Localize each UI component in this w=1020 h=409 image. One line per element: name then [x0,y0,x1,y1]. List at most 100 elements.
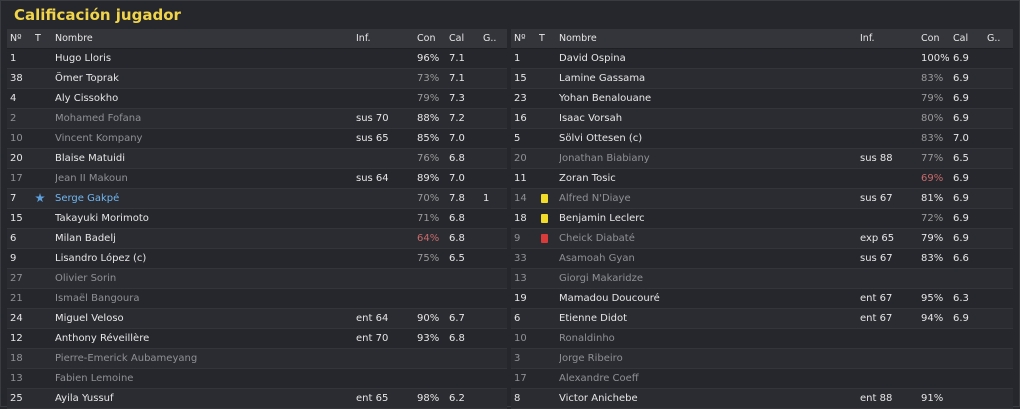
table-row[interactable]: 1 David Ospina 100% 6.9 [511,49,1013,69]
table-row[interactable]: 7 Serge Gakpé 70% 7.8 1 [7,189,507,209]
table-row[interactable]: 8 Victor Anichebe ent 88 91% [511,389,1013,409]
table-row[interactable]: 33 Asamoah Gyan sus 67 83% 6.6 [511,249,1013,269]
player-rating: 6.9 [953,233,969,244]
col-header-number[interactable]: Nº [10,33,22,44]
table-row[interactable]: 4 Aly Cissokho 79% 7.3 [7,89,507,109]
player-condition: 89% [417,173,440,184]
player-info: sus 88 [860,153,893,164]
player-name[interactable]: Benjamin Leclerc [559,213,645,224]
player-name[interactable]: Jonathan Biabiany [559,153,650,164]
table-row[interactable]: 20 Jonathan Biabiany sus 88 77% 6.5 [511,149,1013,169]
table-row[interactable]: 11 Zoran Tosic 69% 6.9 [511,169,1013,189]
table-row[interactable]: 18 Pierre-Emerick Aubameyang [7,349,507,369]
player-name[interactable]: Yohan Benalouane [559,93,652,104]
table-row[interactable]: 21 Ismaël Bangoura [7,289,507,309]
table-row[interactable]: 15 Takayuki Morimoto 71% 6.8 [7,209,507,229]
player-name[interactable]: Lamine Gassama [559,73,646,84]
player-rating: 6.9 [953,313,969,324]
player-info: ent 88 [860,393,893,404]
table-row[interactable]: 17 Alexandre Coeff [511,369,1013,389]
player-name[interactable]: Aly Cissokho [55,93,119,104]
player-name[interactable]: Pierre-Emerick Aubameyang [55,353,198,364]
table-row[interactable]: 13 Fabien Lemoine [7,369,507,389]
player-name[interactable]: Anthony Réveillère [55,333,150,344]
col-header-rating[interactable]: Cal [953,33,969,44]
table-row[interactable]: 20 Blaise Matuidi 76% 6.8 [7,149,507,169]
col-header-name[interactable]: Nombre [559,33,597,44]
table-row[interactable]: 5 Sölvi Ottesen (c) 83% 7.0 [511,129,1013,149]
player-name[interactable]: Fabien Lemoine [55,373,134,384]
shirt-number: 1 [514,53,521,64]
table-row[interactable]: 6 Etienne Didot ent 67 94% 6.9 [511,309,1013,329]
col-header-goals[interactable]: G.. [483,33,497,44]
col-header-condition[interactable]: Con [921,33,940,44]
table-row[interactable]: 27 Olivier Sorin [7,269,507,289]
table-row[interactable]: 10 Vincent Kompany sus 65 85% 7.0 [7,129,507,149]
player-name[interactable]: Jorge Ribeiro [559,353,623,364]
table-row[interactable]: 15 Lamine Gassama 83% 6.9 [511,69,1013,89]
player-name[interactable]: Takayuki Morimoto [55,213,149,224]
player-name[interactable]: Ayila Yussuf [55,393,114,404]
table-row[interactable]: 38 Ömer Toprak 73% 7.1 [7,69,507,89]
player-name[interactable]: Lisandro López (c) [55,253,147,264]
col-header-t[interactable]: T [539,33,545,44]
table-row[interactable]: 14 Alfred N'Diaye sus 67 81% 6.9 [511,189,1013,209]
table-row[interactable]: 25 Ayila Yussuf ent 65 98% 6.2 [7,389,507,409]
col-header-t[interactable]: T [35,33,41,44]
col-header-name[interactable]: Nombre [55,33,93,44]
col-header-number[interactable]: Nº [514,33,526,44]
player-name[interactable]: Victor Anichebe [559,393,638,404]
table-row[interactable]: 19 Mamadou Doucouré ent 67 95% 6.3 [511,289,1013,309]
col-header-inf[interactable]: Inf. [860,33,875,44]
table-row[interactable]: 1 Hugo Lloris 96% 7.1 [7,49,507,69]
player-name[interactable]: Milan Badelj [55,233,116,244]
table-row[interactable]: 18 Benjamin Leclerc 72% 6.9 [511,209,1013,229]
player-rating: 6.3 [953,293,969,304]
table-row[interactable]: 9 Lisandro López (c) 75% 6.5 [7,249,507,269]
player-name[interactable]: Blaise Matuidi [55,153,126,164]
table-row[interactable]: 16 Isaac Vorsah 80% 6.9 [511,109,1013,129]
col-header-goals[interactable]: G.. [987,33,1001,44]
player-name[interactable]: Alfred N'Diaye [559,193,631,204]
player-name[interactable]: Sölvi Ottesen (c) [559,133,643,144]
shirt-number: 7 [10,193,17,204]
table-row[interactable]: 6 Milan Badelj 64% 6.8 [7,229,507,249]
player-name[interactable]: Asamoah Gyan [559,253,635,264]
player-name[interactable]: Vincent Kompany [55,133,143,144]
table-row[interactable]: 23 Yohan Benalouane 79% 6.9 [511,89,1013,109]
table-row[interactable]: 10 Ronaldinho [511,329,1013,349]
shirt-number: 19 [514,293,527,304]
col-header-condition[interactable]: Con [417,33,436,44]
player-name[interactable]: Zoran Tosic [559,173,616,184]
table-row[interactable]: 12 Anthony Réveillère ent 70 93% 6.8 [7,329,507,349]
player-name[interactable]: Cheick Diabaté [559,233,635,244]
col-header-rating[interactable]: Cal [449,33,465,44]
player-name[interactable]: Ronaldinho [559,333,615,344]
player-name[interactable]: Etienne Didot [559,313,628,324]
player-name[interactable]: Mohamed Fofana [55,113,142,124]
player-name[interactable]: Ismaël Bangoura [55,293,140,304]
player-name[interactable]: Olivier Sorin [55,273,117,284]
player-name[interactable]: Hugo Lloris [55,53,112,64]
col-header-inf[interactable]: Inf. [356,33,371,44]
player-name[interactable]: David Ospina [559,53,626,64]
table-row[interactable]: 2 Mohamed Fofana sus 70 88% 7.2 [7,109,507,129]
player-name[interactable]: Isaac Vorsah [559,113,623,124]
table-row[interactable]: 9 Cheick Diabaté exp 65 79% 6.9 [511,229,1013,249]
table-row[interactable]: 17 Jean II Makoun sus 64 89% 7.0 [7,169,507,189]
player-name[interactable]: Jean II Makoun [55,173,128,184]
table-row[interactable]: 3 Jorge Ribeiro [511,349,1013,369]
player-info: sus 70 [356,113,389,124]
player-info: sus 67 [860,193,893,204]
player-name[interactable]: Alexandre Coeff [559,373,639,384]
player-name[interactable]: Miguel Veloso [55,313,124,324]
shirt-number: 14 [514,193,527,204]
player-name[interactable]: Serge Gakpé [55,193,120,204]
player-name[interactable]: Giorgi Makaridze [559,273,644,284]
player-name[interactable]: Mamadou Doucouré [559,293,660,304]
table-row[interactable]: 24 Miguel Veloso ent 64 90% 6.7 [7,309,507,329]
shirt-number: 9 [10,253,17,264]
table-row[interactable]: 13 Giorgi Makaridze [511,269,1013,289]
player-name[interactable]: Ömer Toprak [55,73,119,84]
